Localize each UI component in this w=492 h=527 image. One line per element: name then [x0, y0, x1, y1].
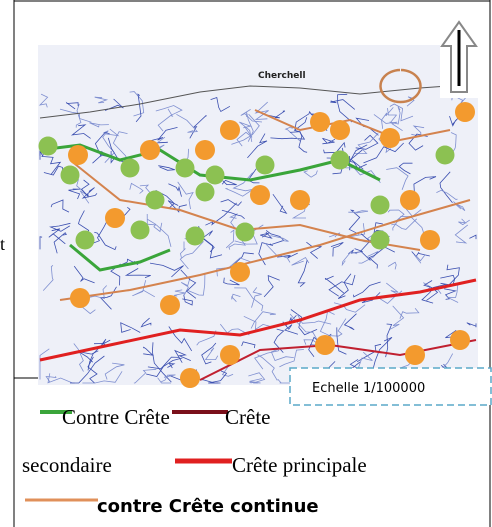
- green-point: [206, 166, 225, 185]
- place-label: Cherchell: [258, 71, 306, 81]
- orange-point: [400, 190, 420, 210]
- orange-point: [70, 288, 90, 308]
- green-point: [371, 231, 390, 250]
- legend-label: secondaire: [22, 453, 112, 477]
- orange-point: [290, 190, 310, 210]
- orange-point: [180, 368, 200, 388]
- orange-point: [140, 140, 160, 160]
- green-point: [371, 196, 390, 215]
- orange-point: [220, 120, 240, 140]
- green-point: [196, 183, 215, 202]
- orange-point: [455, 102, 475, 122]
- green-point: [236, 223, 255, 242]
- margin-text: t: [0, 234, 5, 254]
- page: t Cherchell Echelle 1/100000 Contre Crêt…: [0, 0, 492, 527]
- orange-point: [105, 208, 125, 228]
- green-point: [146, 191, 165, 210]
- orange-point: [315, 335, 335, 355]
- orange-point: [230, 262, 250, 282]
- green-point: [131, 221, 150, 240]
- legend-label: Crête: [225, 405, 270, 429]
- legend-label: Crête principale: [232, 453, 367, 477]
- legend-label: Contre Crête: [62, 405, 170, 429]
- legend-label: contre Crête continue: [97, 496, 319, 517]
- green-point: [436, 146, 455, 165]
- scale-label: Echelle 1/100000: [312, 381, 425, 396]
- green-point: [61, 166, 80, 185]
- orange-point: [250, 185, 270, 205]
- green-point: [331, 151, 350, 170]
- orange-point: [310, 112, 330, 132]
- north-arrow: [440, 18, 478, 98]
- orange-point: [68, 145, 88, 165]
- orange-point: [160, 295, 180, 315]
- orange-point: [380, 128, 400, 148]
- orange-point: [330, 120, 350, 140]
- green-point: [76, 231, 95, 250]
- green-point: [121, 159, 140, 178]
- orange-point: [420, 230, 440, 250]
- orange-point: [405, 345, 425, 365]
- orange-point: [195, 140, 215, 160]
- orange-point: [220, 345, 240, 365]
- orange-point: [450, 330, 470, 350]
- green-point: [39, 137, 58, 156]
- green-point: [256, 156, 275, 175]
- green-point: [176, 159, 195, 178]
- green-point: [186, 227, 205, 246]
- map-background: [38, 45, 478, 385]
- map: Cherchell: [38, 18, 478, 388]
